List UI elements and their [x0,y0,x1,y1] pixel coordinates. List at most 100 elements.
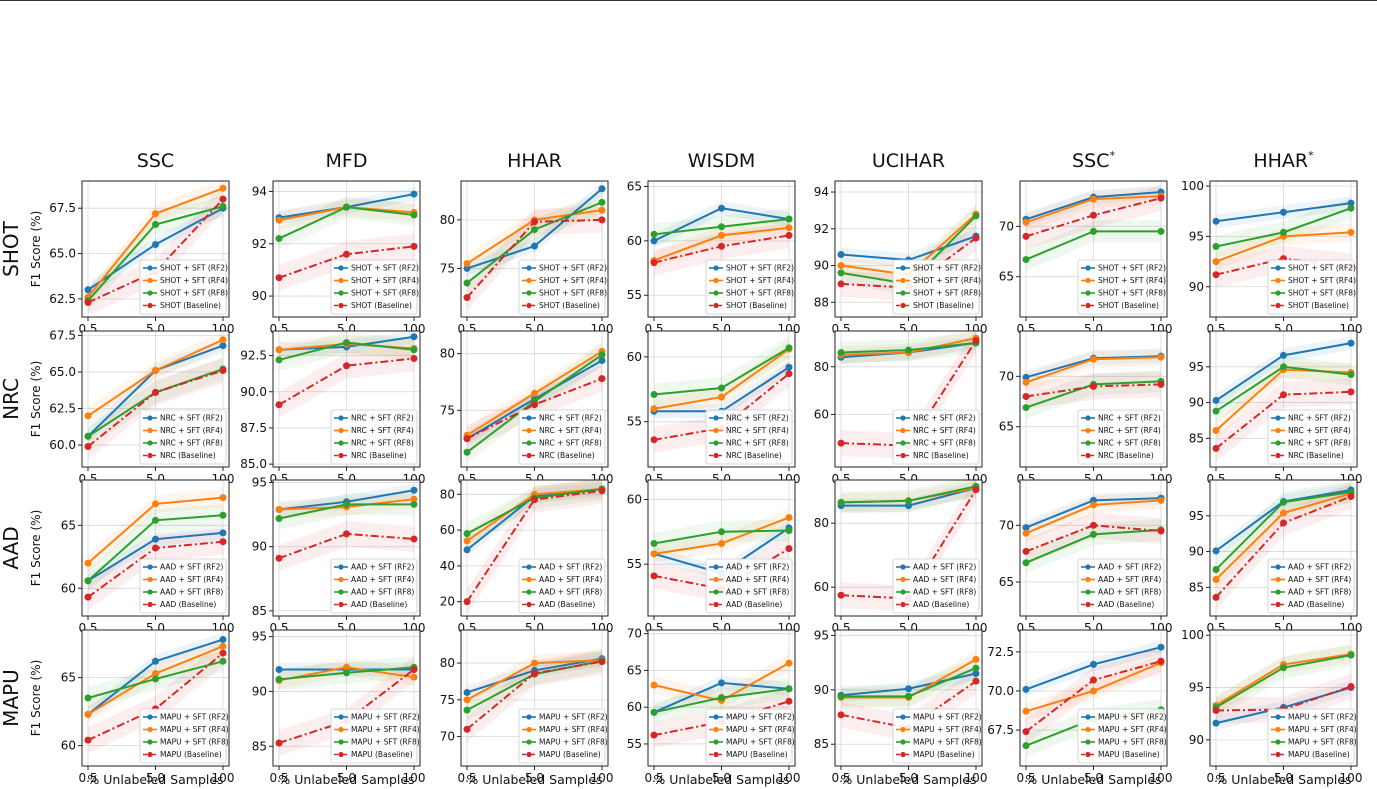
y-tick-label: 85 [1189,580,1204,594]
x-tick-label: 100 [965,771,988,785]
data-point [219,529,227,537]
x-tick-label: 5.0 [1274,771,1293,785]
legend-marker [338,302,344,309]
column-title-superscript: * [1308,149,1314,162]
series-line [278,357,415,406]
data-point [718,384,725,392]
data-point [219,342,227,350]
data-point [837,251,845,259]
data-point [972,677,980,685]
legend-box [892,558,980,614]
data-point [785,697,793,705]
legend-marker [900,415,906,421]
data-point [531,659,538,667]
legend-label: NRC + SFT (RF4) [160,426,223,435]
data-point [650,390,658,398]
legend-marker [900,265,906,271]
legend-label: SHOT (Baseline) [160,301,221,310]
data-point [152,221,159,229]
y-tick-label: 92.5 [240,349,267,363]
series-band [1216,644,1351,719]
data-point [785,659,793,667]
y-tick-label: 65 [999,420,1014,434]
legend-marker [1275,564,1281,570]
legend-label: MAPU (Baseline) [1288,750,1350,759]
series-band [654,654,789,710]
data-point [410,190,418,198]
legend-marker [1085,739,1091,745]
data-point [718,679,725,687]
legend-marker [1085,290,1091,296]
legend-label: SHOT (Baseline) [726,301,787,310]
data-point [152,516,159,524]
data-point [84,559,92,567]
data-point [1347,682,1355,690]
data-point [463,264,471,272]
data-point [1280,391,1287,399]
legend-label: NRC + SFT (RF4) [726,426,789,435]
y-tick-label: 95 [1189,681,1204,695]
data-point [531,218,538,226]
legend-box [330,409,418,465]
data-point [219,202,227,210]
legend-marker [147,427,153,434]
legend: AAD + SFT (RF2) AAD + SFT (RF4) AAD + SFT … [518,558,606,614]
data-point [219,642,227,650]
legend-marker [713,739,719,745]
legend-label: NRC + SFT (RF2) [913,414,976,423]
legend-marker [713,302,719,309]
legend-label: MAPU + SFT (RF8) [351,738,420,747]
data-point [1022,529,1030,537]
legend-marker [526,564,532,570]
legend-label: NRC (Baseline) [1288,451,1344,460]
data-point [410,673,418,681]
data-point [1347,204,1355,212]
legend-label: NRC + SFT (RF8) [351,439,414,448]
data-point [219,494,227,502]
series-band [1026,653,1161,721]
y-tick-label: 80 [440,656,455,670]
legend-marker [1275,739,1281,745]
data-point [785,685,793,693]
legend-marker [338,277,344,284]
data-point [152,544,159,552]
legend-marker [338,714,344,720]
legend-box [1267,409,1355,465]
y-tick-label: 65 [999,270,1014,284]
legend-label: NRC + SFT (RF4) [1098,426,1161,435]
data-point [1090,382,1097,390]
data-point [275,356,283,364]
data-point [219,336,227,344]
legend-label: SHOT + SFT (RF8) [913,289,981,298]
y-tick-label: 70 [999,518,1014,532]
y-tick-label: 70 [999,369,1014,383]
data-point [598,206,606,214]
legend-marker [713,576,719,583]
data-point [785,370,793,378]
y-tick-label: 72.5 [987,645,1014,659]
legend-label: AAD + SFT (RF4) [726,575,789,584]
series-band [88,488,223,572]
data-point [972,337,980,345]
y-tick-label: 95 [1189,360,1204,374]
legend-box [139,259,227,315]
legend-label: AAD + SFT (RF2) [726,563,789,572]
legend: SHOT + SFT (RF2) SHOT + SFT (RF4) SHOT + S… [1267,259,1356,315]
legend-marker [1085,277,1091,284]
legend: AAD + SFT (RF2) AAD + SFT (RF4) AAD + SFT … [139,558,227,614]
legend-marker [338,576,344,583]
legend-label: AAD (Baseline) [1288,600,1344,609]
data-point [1347,388,1355,396]
x-tick-label: 100 [403,771,426,785]
legend-label: SHOT + SFT (RF2) [726,264,794,273]
y-tick-label: 88 [814,295,829,309]
data-point [972,670,980,678]
data-point [84,577,92,585]
series-band [654,336,789,406]
y-tick-label: 95 [252,476,267,490]
